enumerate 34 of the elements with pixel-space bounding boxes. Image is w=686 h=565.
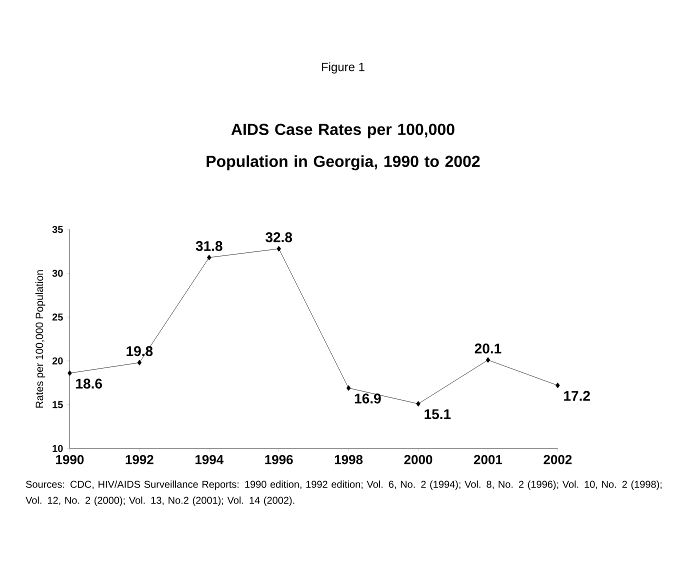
data-label: 16.9: [354, 394, 381, 404]
x-tick-label: 1996: [265, 455, 293, 464]
y-tick-label: 15: [52, 401, 63, 408]
x-tick-label: 1990: [56, 455, 84, 464]
data-label: 32.8: [266, 232, 292, 242]
point: [346, 385, 351, 391]
point: [206, 254, 212, 260]
y-tick-label: 10: [52, 444, 63, 452]
point: [137, 360, 142, 366]
data-label: 18.6: [76, 378, 102, 389]
x-tick-label: 1998: [334, 455, 363, 464]
point: [276, 246, 282, 252]
data-label: 20.1: [474, 344, 502, 354]
x-tick-label: 1992: [126, 455, 154, 464]
point: [68, 370, 72, 376]
x-tick-label: 1994: [196, 455, 224, 464]
y-tick-label: 25: [52, 314, 63, 321]
point: [556, 382, 560, 388]
chart-subtitle: Figure 1: [322, 62, 364, 74]
data-label: 15.1: [424, 409, 451, 420]
point: [416, 401, 420, 407]
chart-title: AIDS Case Rates per 100,000 Population in Georgia, 1990 to 2002: [206, 124, 480, 170]
data-label: 31.8: [196, 241, 222, 251]
y-tick-label: 20: [52, 357, 63, 364]
y-tick-label: 35: [52, 226, 63, 234]
y-tick-label: 30: [52, 270, 63, 277]
x-tick-label: 2002: [544, 455, 572, 464]
source-note: Sources: CDC, HIV/AIDS Surveillance Reports: 1990 edition, 1992 edition; Vol. 6, No. 2 (1994); Vol. 8, No. 2 (1996); Vol. 10, No. 2 (1998); Vol. 12, No. 2 (2000); Vol. 13, No.2 (2001); Vol. 14 (2002).: [26, 480, 662, 506]
x-tick-label: 2001: [474, 455, 502, 464]
y-axis-title: Rates per 100,000 Population: [35, 270, 46, 408]
point: [486, 357, 490, 363]
data-label: 19.8: [126, 346, 153, 356]
x-tick-label: 2000: [404, 455, 432, 464]
data-label: 17.2: [564, 390, 590, 401]
